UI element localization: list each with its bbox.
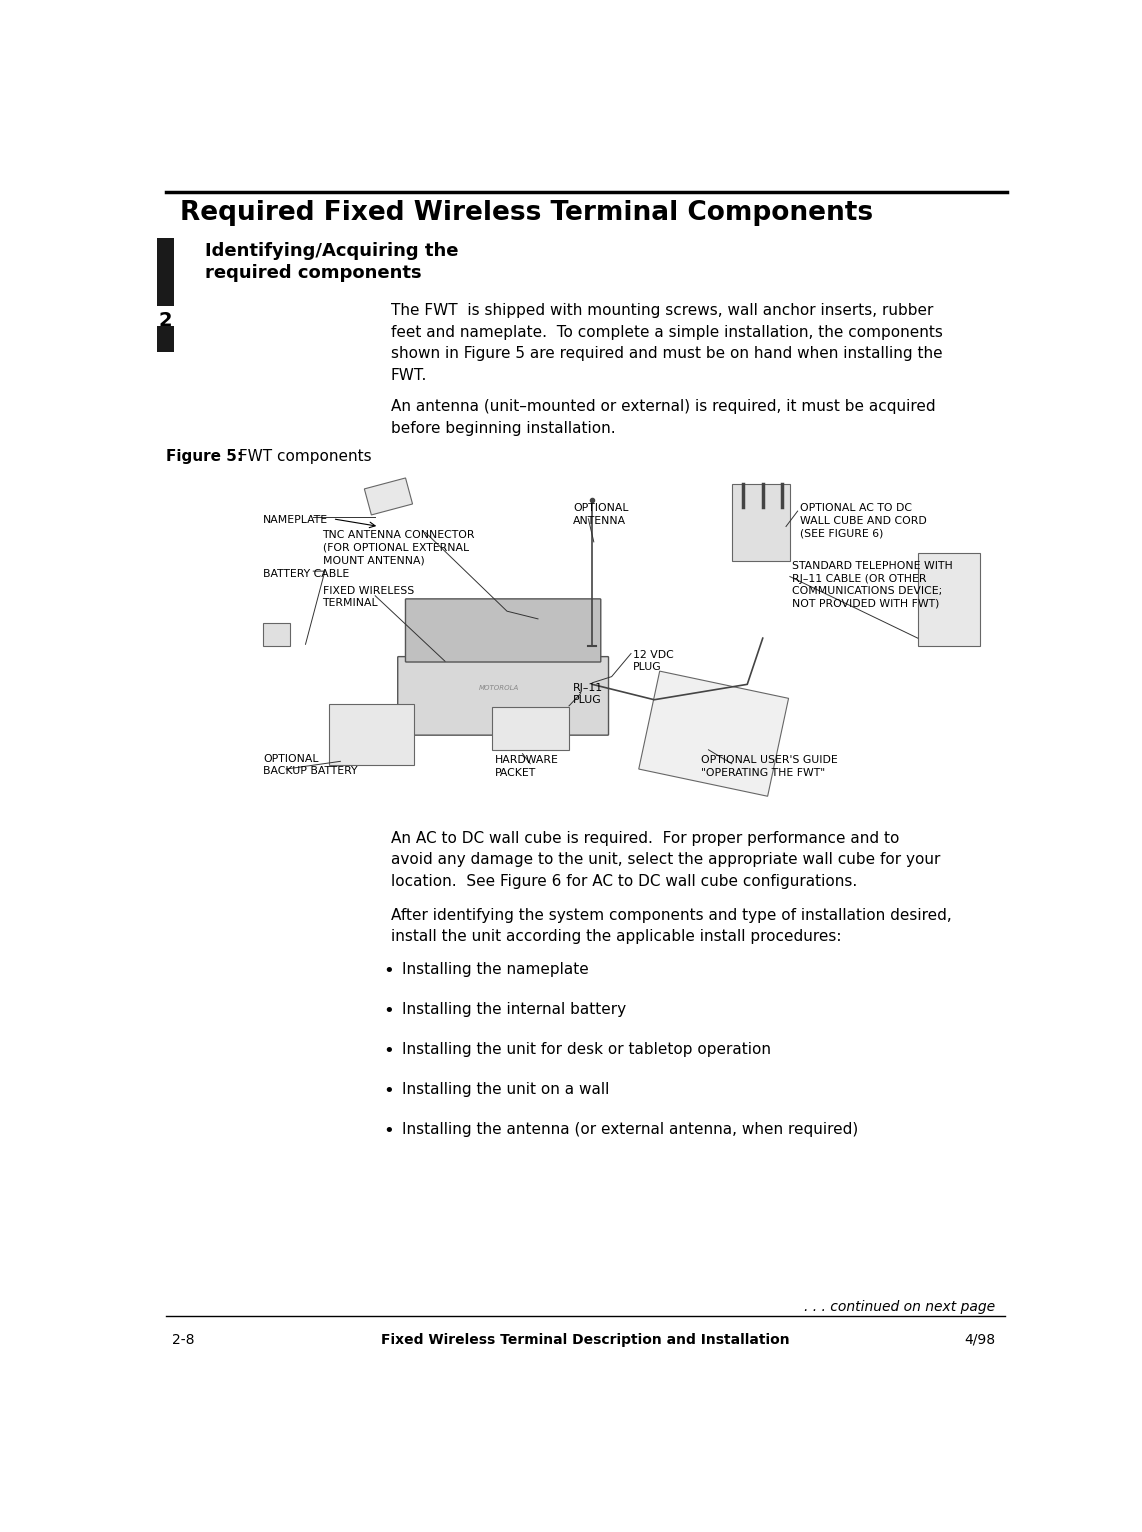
Text: 4/98: 4/98 (964, 1333, 995, 1347)
Text: Installing the nameplate: Installing the nameplate (402, 962, 589, 976)
Text: Installing the unit on a wall: Installing the unit on a wall (402, 1082, 610, 1097)
Text: •: • (383, 1082, 394, 1100)
Bar (364, 478, 412, 515)
Text: OPTIONAL
BACKUP BATTERY: OPTIONAL BACKUP BATTERY (263, 754, 357, 777)
Text: MOTOROLA: MOTOROLA (480, 685, 520, 691)
Text: •: • (383, 1042, 394, 1060)
Bar (263, 622, 290, 647)
Bar (491, 708, 569, 749)
Bar (732, 484, 790, 561)
Text: Required Fixed Wireless Terminal Components: Required Fixed Wireless Terminal Compone… (180, 201, 874, 227)
Bar (156, 326, 174, 352)
Text: An antenna (unit–mounted or external) is required, it must be acquired
before be: An antenna (unit–mounted or external) is… (391, 400, 935, 437)
Text: BATTERY CABLE: BATTERY CABLE (263, 568, 349, 579)
Text: Figure 5:: Figure 5: (166, 449, 243, 464)
Bar (156, 237, 174, 305)
Bar (166, 469, 1007, 815)
Text: Installing the unit for desk or tabletop operation: Installing the unit for desk or tabletop… (402, 1042, 771, 1057)
Text: •: • (383, 1002, 394, 1020)
Text: FIXED WIRELESS
TERMINAL: FIXED WIRELESS TERMINAL (322, 585, 413, 608)
Text: HARDWARE
PACKET: HARDWARE PACKET (496, 755, 560, 778)
Bar (918, 553, 980, 647)
Text: NAMEPLATE: NAMEPLATE (263, 515, 328, 525)
Text: 12 VDC
PLUG: 12 VDC PLUG (633, 650, 674, 673)
Text: •: • (383, 962, 394, 979)
Bar (638, 671, 789, 797)
Text: The FWT  is shipped with mounting screws, wall anchor inserts, rubber
feet and n: The FWT is shipped with mounting screws,… (391, 303, 942, 383)
Text: OPTIONAL
ANTENNA: OPTIONAL ANTENNA (573, 504, 628, 525)
Text: 2-8: 2-8 (172, 1333, 194, 1347)
Text: RJ–11
PLUG: RJ–11 PLUG (573, 683, 603, 705)
Text: 2: 2 (159, 311, 172, 331)
Bar (329, 703, 415, 764)
Text: Fixed Wireless Terminal Description and Installation: Fixed Wireless Terminal Description and … (381, 1333, 789, 1347)
Text: OPTIONAL USER'S GUIDE
"OPERATING THE FWT": OPTIONAL USER'S GUIDE "OPERATING THE FWT… (701, 755, 837, 778)
FancyBboxPatch shape (397, 657, 609, 735)
FancyBboxPatch shape (405, 599, 601, 662)
Text: FWT components: FWT components (234, 449, 372, 464)
Text: Identifying/Acquiring the
required components: Identifying/Acquiring the required compo… (204, 242, 458, 282)
Text: STANDARD TELEPHONE WITH
RJ–11 CABLE (OR OTHER
COMMUNICATIONS DEVICE;
NOT PROVIDE: STANDARD TELEPHONE WITH RJ–11 CABLE (OR … (793, 561, 952, 608)
Text: An AC to DC wall cube is required.  For proper performance and to
avoid any dama: An AC to DC wall cube is required. For p… (391, 830, 940, 889)
Text: After identifying the system components and type of installation desired,
instal: After identifying the system components … (391, 907, 951, 944)
Text: OPTIONAL AC TO DC
WALL CUBE AND CORD
(SEE FIGURE 6): OPTIONAL AC TO DC WALL CUBE AND CORD (SE… (799, 504, 926, 538)
Text: . . . continued on next page: . . . continued on next page (804, 1301, 995, 1314)
Text: TNC ANTENNA CONNECTOR
(FOR OPTIONAL EXTERNAL
MOUNT ANTENNA): TNC ANTENNA CONNECTOR (FOR OPTIONAL EXTE… (322, 530, 475, 565)
Text: Installing the antenna (or external antenna, when required): Installing the antenna (or external ante… (402, 1121, 859, 1137)
Text: •: • (383, 1121, 394, 1140)
Text: Installing the internal battery: Installing the internal battery (402, 1002, 627, 1017)
